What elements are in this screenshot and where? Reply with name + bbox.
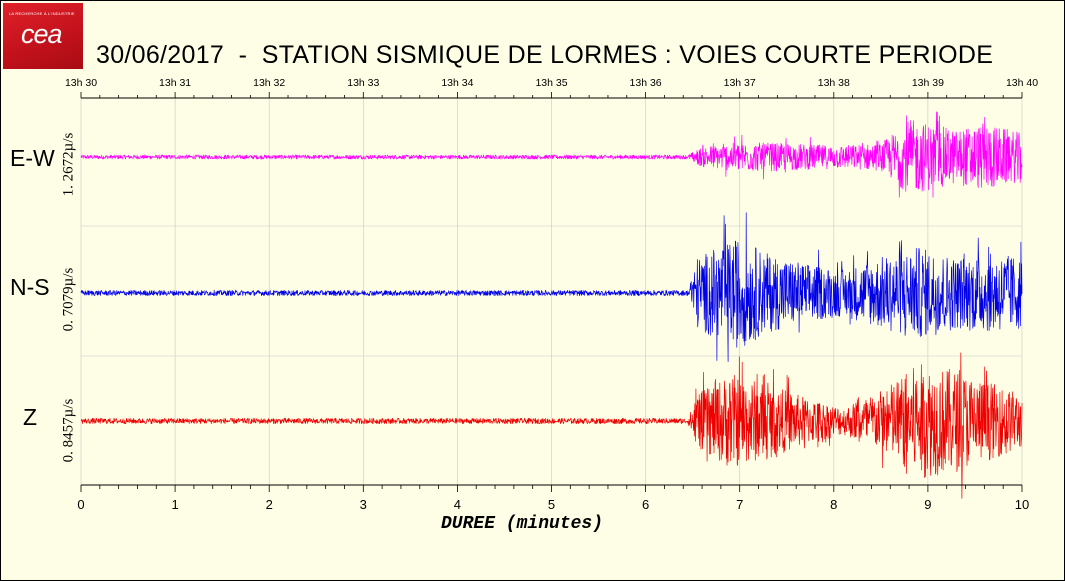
channel-label-ew: E-W <box>10 145 55 171</box>
x-tick-label: 9 <box>924 497 931 512</box>
top-tick-label: 13h 40 <box>1006 77 1038 89</box>
top-tick-label: 13h 31 <box>159 77 191 89</box>
top-tick-label: 13h 38 <box>818 77 850 89</box>
trace-z <box>80 352 1023 499</box>
top-tick-label: 13h 36 <box>630 77 662 89</box>
top-tick-label: 13h 39 <box>912 77 944 89</box>
top-tick-label: 13h 33 <box>347 77 379 89</box>
top-tick-label: 13h 30 <box>65 77 97 89</box>
x-tick-label: 0 <box>77 497 84 512</box>
logo-mark: cea <box>21 19 63 49</box>
x-tick-label: 3 <box>360 497 367 512</box>
x-tick-label: 4 <box>454 497 461 512</box>
x-tick-label: 8 <box>830 497 837 512</box>
channel-label-z: Z <box>23 404 38 430</box>
top-tick-label: 13h 34 <box>441 77 473 89</box>
top-tick-label: 13h 32 <box>253 77 285 89</box>
top-tick-label: 13h 35 <box>535 77 567 89</box>
chart-title: 30/06/2017 - STATION SISMIQUE DE LORMES … <box>96 41 994 69</box>
axes: 13h 30 13h 31 13h 32 13h 33 13h 34 13h 35 13h … <box>65 77 1038 512</box>
logo-tagline: LA RECHERCHE À L'INDUSTRIE <box>9 11 75 16</box>
trace-ew <box>80 111 1023 198</box>
top-tick-label: 13h 37 <box>724 77 756 89</box>
x-axis-label: DUREE (minutes) <box>441 514 604 534</box>
x-tick-label: 2 <box>266 497 273 512</box>
x-tick-label: 7 <box>736 497 743 512</box>
x-tick-label: 6 <box>642 497 649 512</box>
cea-logo: LA RECHERCHE À L'INDUSTRIE cea <box>3 3 83 69</box>
x-tick-label: 10 <box>1015 497 1029 512</box>
x-tick-label: 5 <box>548 497 555 512</box>
channel-label-ns: N-S <box>10 274 50 300</box>
trace-ns <box>80 212 1023 362</box>
traces <box>80 111 1023 499</box>
x-tick-label: 1 <box>171 497 178 512</box>
